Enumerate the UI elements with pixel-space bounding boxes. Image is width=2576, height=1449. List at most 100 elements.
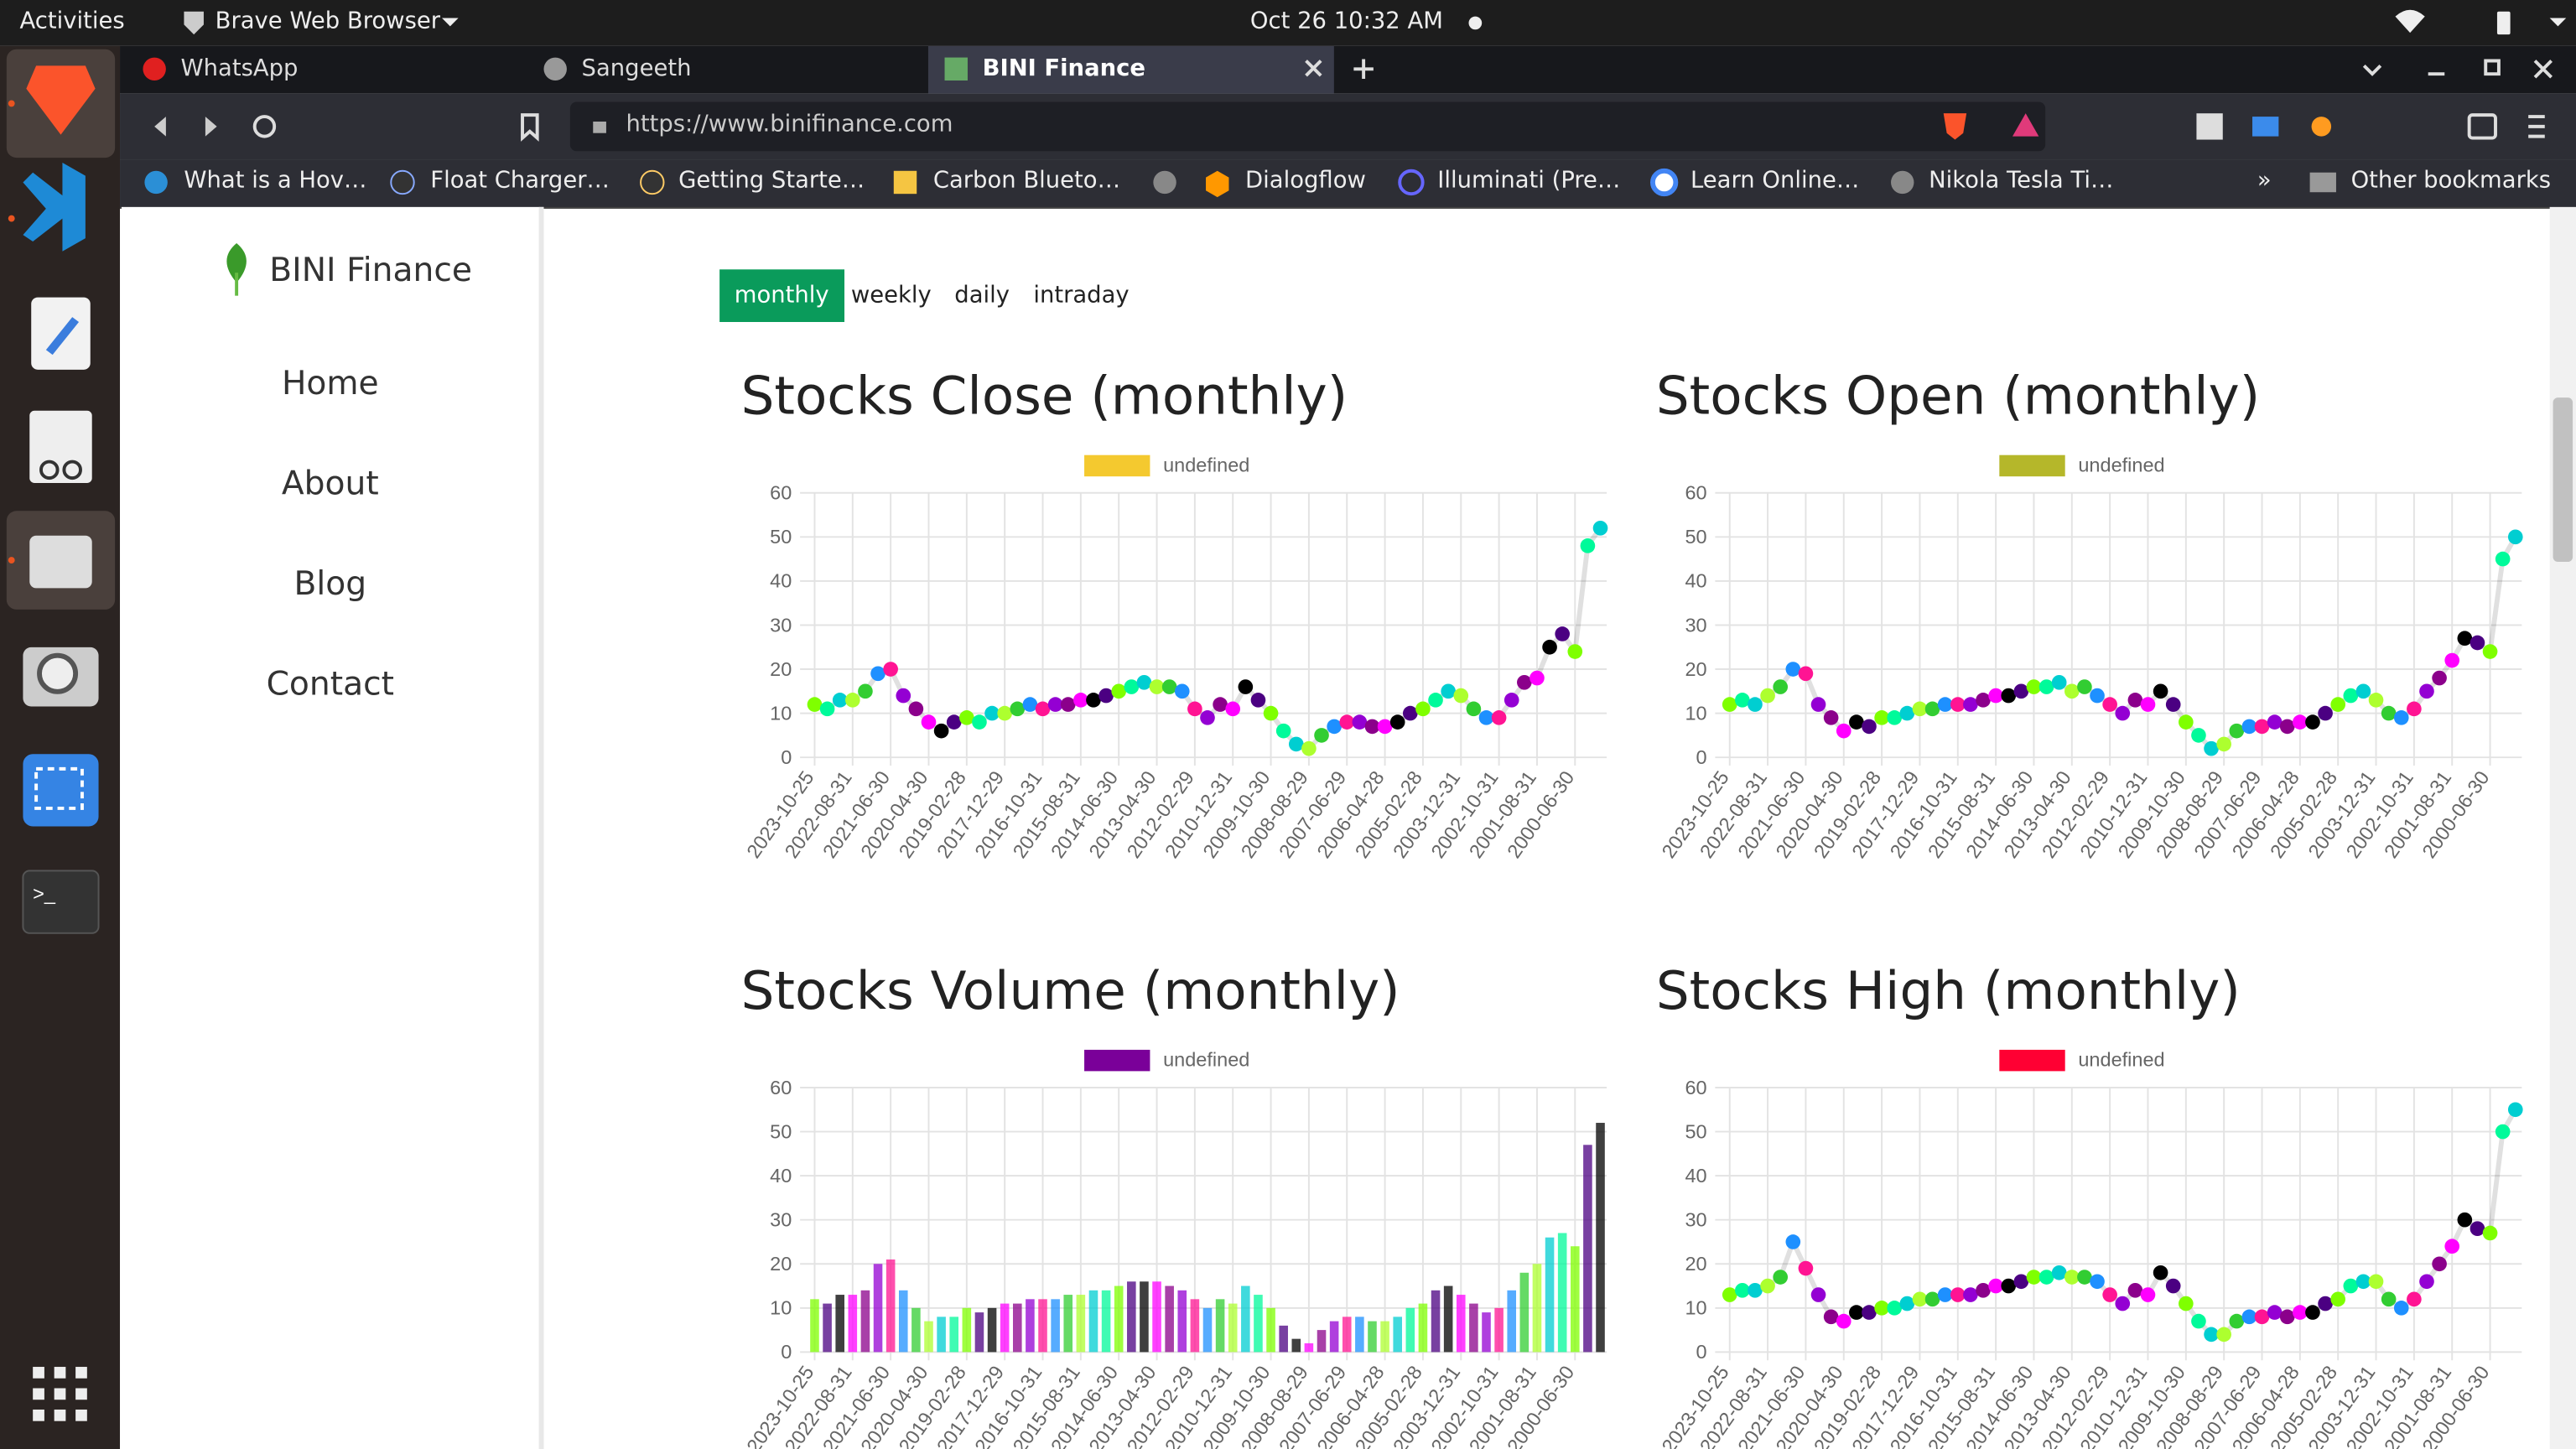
nav-link[interactable]: Contact [266,663,395,704]
bar [949,1317,959,1353]
bar [1355,1317,1364,1353]
bar [1557,1233,1567,1353]
point [1976,693,1991,708]
point [1810,697,1826,712]
point [1352,714,1368,730]
activities[interactable]: Activities [19,8,125,35]
filter-button[interactable]: weekly [850,282,932,309]
point [2140,1287,2156,1302]
point [2267,714,2283,730]
y-tick-label: 30 [1685,614,1706,636]
point [1111,683,1127,699]
point [2407,1291,2422,1307]
point [1389,714,1405,730]
legend-swatch [1999,454,2065,477]
point [1592,520,1608,536]
point [2318,1296,2333,1311]
filter-button[interactable]: daily [954,282,1010,309]
bookmark[interactable]: Illuminati (Pre… [1437,167,1621,195]
point [2216,1327,2231,1343]
bookmark[interactable]: Float Charger… [430,167,610,195]
point [1937,1287,1953,1302]
point [2241,719,2257,735]
other-bookmarks[interactable]: Other bookmarks [2350,167,2552,195]
point [2368,1274,2384,1290]
point [1735,693,1750,708]
nav-link[interactable]: Blog [293,563,367,604]
point [2064,683,2080,699]
clock[interactable]: Oct 26 10:32 AM [1249,8,1443,35]
point [1785,662,1801,677]
y-tick-label: 40 [1685,1165,1706,1187]
brand[interactable]: BINI Finance [269,249,472,289]
bookmark[interactable]: Dialogflow [1245,167,1366,195]
sidebar: BINI Finance Home About Blog Contact [121,206,544,1449]
point [1823,710,1839,725]
legend-swatch [1999,1049,2065,1072]
bar [860,1290,870,1353]
point [2368,693,2384,708]
point [1760,1278,1775,1294]
bar [1076,1295,1086,1353]
point [2279,1309,2295,1325]
bookmark[interactable]: Learn Online… [1690,167,1860,195]
bar [848,1295,858,1353]
point [1428,693,1443,708]
point [2077,1270,2092,1285]
point [1874,710,1889,725]
point [1963,1287,1978,1302]
bar [1368,1321,1377,1353]
tab[interactable]: WhatsApp [180,55,299,82]
point [1836,1313,1852,1329]
bar [1291,1338,1301,1353]
point [1060,697,1076,712]
chart-title: Stocks Open (monthly) [1656,366,2260,427]
filter-button[interactable]: intraday [1033,282,1130,309]
point [2343,688,2359,704]
bar [937,1317,946,1353]
bar [1266,1307,1275,1353]
point [997,705,1012,721]
point [896,688,911,704]
bookmark[interactable]: Nikola Tesla Ti… [1929,167,2114,195]
bar [1393,1317,1402,1353]
point [807,697,823,712]
y-tick-label: 40 [770,570,792,592]
legend-swatch [1084,1049,1150,1072]
url[interactable]: https://www.binifinance.com [626,112,953,138]
point [1567,644,1583,659]
bookmark[interactable]: Getting Starte… [678,167,865,195]
point [1213,697,1228,712]
bookmark[interactable]: Carbon Blueto… [932,167,1121,195]
point [1174,683,1190,699]
bar [1254,1295,1263,1353]
bar [1000,1303,1010,1353]
bookmark-more[interactable]: » [2257,167,2272,195]
filter-button[interactable]: monthly [719,269,844,322]
y-tick-label: 60 [770,482,792,504]
point [2419,683,2434,699]
bar [1545,1237,1555,1353]
tab[interactable]: Sangeeth [581,55,692,82]
bar [1583,1145,1592,1353]
point [2457,1212,2473,1228]
nav-link[interactable]: About [281,463,379,503]
scrollbar[interactable] [2549,206,2576,1449]
point [2204,740,2219,756]
point [2293,1305,2308,1320]
point [2127,693,2143,708]
point [1187,701,1202,717]
tab[interactable]: BINI Finance [982,55,1145,82]
nav-link[interactable]: Home [281,362,379,402]
point [2444,1239,2460,1254]
point [2026,679,2042,694]
app-menu[interactable]: Brave Web Browser [215,8,441,35]
point [2254,1309,2270,1325]
point [1912,1291,1928,1307]
bookmark[interactable]: What is a Hov… [184,167,367,195]
tab-icons [143,57,2553,80]
point [2355,1274,2371,1290]
point [1976,1282,1991,1298]
point [1773,1270,1789,1285]
